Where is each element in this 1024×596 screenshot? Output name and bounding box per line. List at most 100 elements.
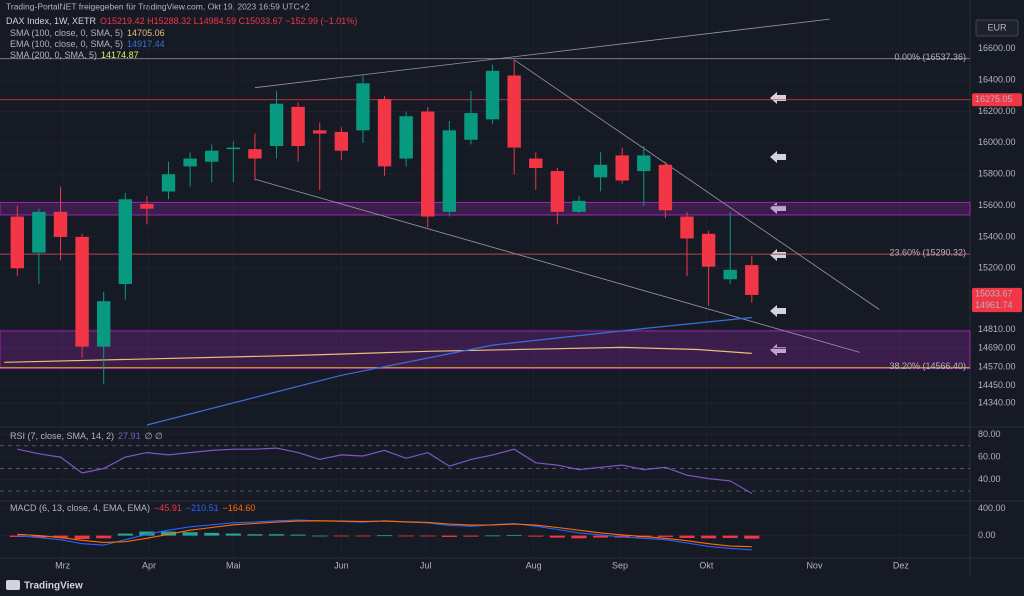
histogram-bar (96, 535, 112, 539)
candle-body (248, 149, 262, 159)
moving-average (146, 316, 752, 426)
candle-body (658, 164, 673, 211)
legend-entry: SMA (200, 0, SMA, 5) 14174.87 (10, 50, 139, 60)
x-tick-label: Sep (612, 560, 628, 570)
histogram-bar (398, 535, 414, 537)
legend-title: DAX Index, 1W, XETR O15219.42 H15288.32 L… (6, 16, 357, 26)
rsi-line (17, 447, 753, 494)
arrows (770, 92, 786, 356)
legend-text: SMA (200, 0, SMA, 5) (10, 50, 97, 60)
x-tick-label: Dez (893, 560, 910, 570)
candle-body (356, 83, 370, 131)
currency-box[interactable] (975, 19, 1019, 37)
price-tag (972, 287, 1022, 301)
y-tick-label: 14810.00 (978, 324, 1016, 334)
y-tick-label: 14570.00 (978, 361, 1016, 371)
y-tick-label: 14340.00 (978, 397, 1016, 407)
y-tick-label: 14450.00 (978, 380, 1016, 390)
fib-label: 23.60% (15290.32) (889, 247, 966, 257)
trendline (254, 18, 830, 89)
candle-body (572, 200, 586, 212)
x-tick-label: Jul (420, 560, 432, 570)
histogram-bar (355, 535, 371, 537)
histogram-bar (182, 532, 198, 536)
histogram-bar (571, 535, 587, 539)
histogram-bar (528, 535, 544, 537)
price-tag-label: 14961.74 (975, 300, 1013, 310)
x-tick-label: Mai (226, 560, 241, 570)
y-tick-label: 16000.00 (978, 137, 1016, 147)
candle-body (140, 204, 154, 209)
legend-text: SMA (100, close, 0, SMA, 5) (10, 28, 123, 38)
candle-body (485, 70, 500, 120)
legend-text: ∅ ∅ (145, 431, 163, 441)
x-tick-label: Nov (806, 560, 823, 570)
trendline (254, 178, 860, 353)
y-tick-label: 16200.00 (978, 106, 1016, 116)
candle-body (313, 130, 327, 134)
histogram-bar (441, 535, 457, 537)
arrow (770, 344, 786, 356)
legend-entry: RSI (7, close, SMA, 14, 2) 27.91 ∅ ∅ (10, 431, 163, 441)
candle-body (75, 236, 89, 347)
histogram-bar (549, 535, 565, 538)
candle-body (226, 147, 241, 150)
legend-text: 14705.06 (127, 28, 165, 38)
legend-text: MACD (6, 13, close, 4, EMA, EMA) (10, 503, 150, 513)
histogram-bar (420, 535, 436, 537)
candle-body (593, 164, 608, 178)
histogram-bar (52, 535, 69, 538)
legend-text: RSI (7, close, SMA, 14, 2) (10, 431, 114, 441)
fib-label: 38.20% (14566.40) (889, 361, 966, 371)
legend-text: −210.51 (186, 503, 219, 513)
legend-entry: SMA (100, close, 0, SMA, 5) 14705.06 (10, 28, 165, 38)
histogram-bar (679, 535, 695, 538)
histogram-bar (312, 535, 328, 537)
legend-text: DAX Index, 1W, XETR (6, 16, 97, 26)
candle-body (97, 301, 111, 347)
candle-body (421, 111, 435, 217)
histogram-bar (701, 535, 717, 539)
y-tick-label: 400.00 (978, 503, 1006, 513)
price-tag-label: 16275.05 (975, 94, 1013, 104)
candle-body (269, 103, 284, 147)
legend-text: 27.91 (118, 431, 141, 441)
histogram-bar (376, 535, 393, 537)
y-tick-label: 15400.00 (978, 231, 1016, 241)
legend-entry: MACD (6, 13, close, 4, EMA, EMA) −45.91 −2… (10, 503, 255, 513)
candle-body (701, 233, 716, 267)
histogram-bar (722, 535, 738, 538)
histogram-bar (485, 535, 501, 537)
legend-text: 14174.87 (101, 50, 139, 60)
histogram-bar (333, 535, 349, 537)
header: Trading-PortalNET freigegeben für Tradin… (6, 1, 310, 11)
y-tick-label: 16400.00 (978, 75, 1016, 85)
y-tick-label: 16600.00 (978, 43, 1016, 53)
moving-average (4, 346, 752, 363)
histogram-bar (593, 535, 609, 538)
y-tick-label: 60.00 (978, 452, 1001, 462)
candle-body (745, 265, 759, 295)
histogram-bar (139, 531, 155, 536)
candle-body (161, 174, 176, 192)
candle-body (615, 155, 629, 181)
legend-entry: EMA (100, close, 0, SMA, 5) 14917.44 (10, 39, 165, 49)
currency: EUR (987, 22, 1007, 32)
histogram-bar (247, 534, 263, 536)
candle-body (53, 211, 68, 237)
fib-label: 0.00% (16537.36) (894, 52, 966, 62)
histogram-bar (506, 534, 522, 536)
histogram-bar (204, 532, 220, 536)
y-tick-label: 15200.00 (978, 263, 1016, 273)
candle-body (32, 211, 46, 253)
candle-body (377, 98, 392, 167)
candle-body (10, 216, 24, 269)
candle-body (723, 269, 737, 280)
histogram-bar (290, 534, 306, 536)
x-tick-label: Apr (142, 560, 156, 570)
x-tick-label: Okt (699, 560, 714, 570)
arrow (770, 305, 786, 317)
candle-body (637, 155, 651, 172)
macd-line (17, 520, 752, 548)
candle-body (550, 171, 565, 212)
